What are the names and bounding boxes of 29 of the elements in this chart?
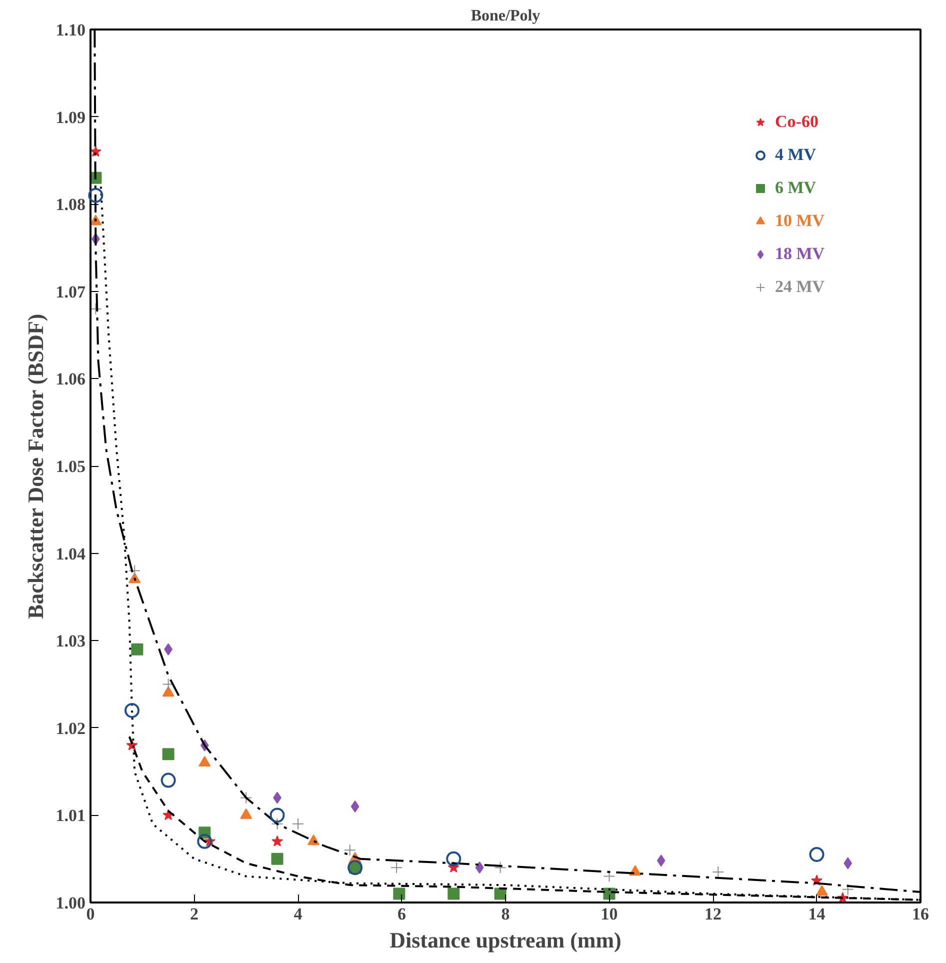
y-axis-title: Backscatter Dose Factor (BSDF)	[22, 314, 48, 620]
x-tick-label: 10	[600, 904, 618, 924]
y-tick-label: 1.06	[56, 370, 86, 389]
y-tick-label: 1.05	[56, 457, 86, 476]
x-tick-label: 14	[808, 904, 826, 924]
x-tick-label: 12	[704, 904, 722, 924]
x-axis-title: Distance upstream (mm)	[390, 928, 622, 952]
legend-label: 10 MV	[775, 211, 825, 231]
y-tick-label: 1.09	[56, 108, 86, 127]
legend-label: 6 MV	[775, 178, 816, 198]
legend-label: 4 MV	[775, 145, 816, 165]
y-tick-label: 1.08	[56, 195, 86, 214]
x-tick-label: 6	[398, 904, 406, 924]
legend-label: Co-60	[775, 112, 818, 132]
legend-label: 24 MV	[775, 277, 825, 297]
legend-label: 18 MV	[775, 244, 825, 264]
x-tick-label: 8	[501, 904, 510, 924]
y-tick-label: 1.01	[56, 806, 86, 826]
y-tick-label: 1.02	[56, 718, 86, 738]
y-tick-label: 1.07	[56, 282, 86, 302]
y-tick-label: 1.10	[56, 20, 86, 40]
x-tick-label: 2	[190, 904, 198, 924]
x-tick-label: 0	[86, 904, 95, 924]
x-tick-label: 4	[294, 904, 303, 924]
x-tick-label: 16	[912, 904, 929, 924]
y-tick-label: 1.04	[56, 544, 86, 564]
y-tick-label: 1.03	[56, 632, 86, 651]
y-tick-label: 1.00	[56, 894, 86, 912]
chart-title: Bone/Poly	[470, 8, 540, 24]
